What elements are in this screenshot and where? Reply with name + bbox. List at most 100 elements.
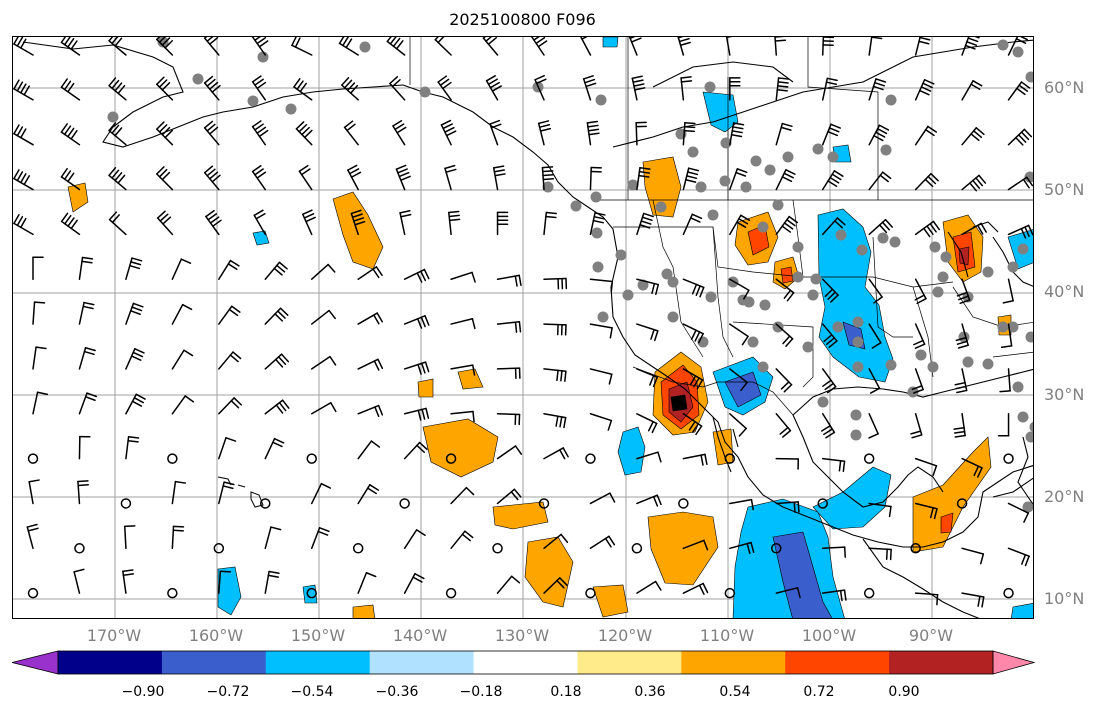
wind-barb [1007,176,1033,191]
lat-label-10n: 10°N [1044,589,1085,608]
station-dot [740,181,752,193]
wind-barb [682,121,696,146]
wind-barb [821,589,847,602]
wind-barb [357,484,380,505]
wind-barb [636,323,659,342]
wind-barb [13,124,34,146]
wind-barb [293,78,313,101]
wind-barb [156,166,174,191]
station-dot [1017,243,1029,255]
calm-circle [74,543,85,554]
wind-barb [682,539,709,551]
wind-barb [203,120,220,146]
wind-barb [310,482,332,505]
wind-barb [218,570,232,594]
wind-barb [444,164,457,191]
colorbar-segment [473,651,578,674]
wind-barb [264,399,290,415]
colorbar-tick: −0.90 [121,684,165,700]
wind-barb [868,171,892,191]
wind-barb [357,572,377,594]
station-dot [907,386,919,398]
wind-barbs [13,37,1033,608]
wind-barb [171,303,193,325]
station-dot [285,103,297,115]
wind-barb [156,76,174,101]
wind-barb [492,165,506,191]
calm-circle [817,498,828,509]
station-dot [889,236,901,248]
wind-barb [537,120,552,146]
wind-barb [171,525,185,550]
calm-circle [538,498,550,509]
wind-barb [775,215,799,236]
lat-label-30n: 30°N [1044,385,1085,404]
wind-barb [78,347,96,370]
wind-barb [821,546,846,558]
wind-barb [450,410,475,423]
wind-barb [589,166,602,191]
wind-barb [203,37,220,56]
calm-circle [260,498,271,509]
wind-barb [636,580,662,594]
wind-barb [868,368,881,394]
colorbar-tick: −0.72 [206,684,250,700]
wind-barb [729,77,741,101]
calm-circle [167,453,178,464]
wind-barb [729,413,747,437]
map-panel[interactable] [12,36,1034,619]
station-dot [595,94,607,106]
wind-barb [589,278,614,293]
station-dot [705,291,717,303]
station-markers [107,37,1033,513]
wind-barb [171,395,195,415]
wind-barb [821,170,844,191]
wind-barb [821,37,835,56]
wind-barb [636,212,654,236]
wind-barb [203,75,221,101]
wind-barb [218,481,235,505]
wind-barb [1007,37,1028,56]
wind-barb [543,577,568,594]
colorbar-segment [265,651,371,674]
station-dot [590,191,602,203]
wind-barb [914,220,941,238]
station-dot [792,271,804,283]
wind-barb [264,437,285,460]
wind-barb [582,75,597,101]
wind-barb [729,323,749,346]
station-dot [877,232,889,244]
wind-barb [403,529,426,550]
station-dot [915,349,927,361]
colorbar-segment [369,651,475,674]
anomaly-positive [67,156,1012,618]
station-dot [747,336,759,348]
wind-barb [399,210,412,236]
station-dot [622,289,634,301]
wind-barb [821,77,838,101]
colorbar-tick: 0.54 [719,684,751,700]
station-dot [880,144,892,156]
wind-barb [868,124,890,146]
wind-barb [589,413,613,431]
station-dot [720,137,732,149]
wind-barb [636,494,662,507]
wind-barb [264,526,282,550]
station-dot [637,279,649,291]
wind-barb [868,218,893,236]
wind-barb [914,125,937,146]
station-dot [107,111,119,123]
station-dot [419,86,431,98]
station-dot [1007,321,1019,333]
wind-barb [682,368,704,390]
wind-barb [357,440,381,460]
station-dot [615,249,627,261]
wind-barb [636,451,662,463]
wind-barb [264,353,290,370]
wind-barb [302,209,316,236]
wind-barb [78,301,95,325]
wind-barb [125,257,143,280]
wind-barb [251,120,269,146]
calm-circle [1003,587,1014,599]
station-dot [570,200,582,212]
